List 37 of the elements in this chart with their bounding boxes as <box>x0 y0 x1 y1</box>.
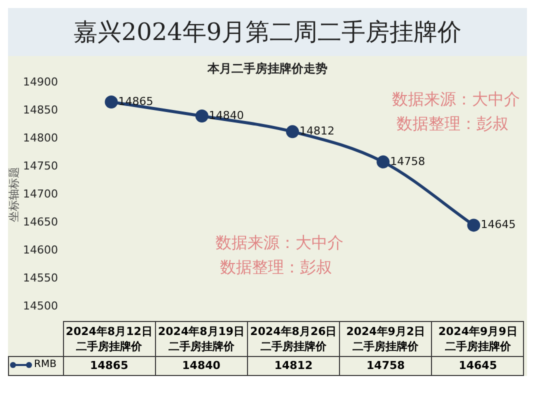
data-label: 14645 <box>480 218 516 232</box>
point <box>286 125 299 138</box>
point <box>195 110 208 122</box>
point <box>376 155 390 168</box>
x-tick-label: 2024年9月9日二手房挂牌价 <box>432 322 524 356</box>
point <box>104 96 118 108</box>
data-label: 14840 <box>208 108 244 122</box>
chart-title: 嘉兴2024年9月第二周二手房挂牌价 <box>8 8 527 56</box>
annotation: 数据整理：彭叔 <box>220 257 332 276</box>
annotation: 数据来源：大中介 <box>392 89 520 108</box>
data-label: 14758 <box>390 154 426 168</box>
x-tick-label: 2024年8月12日二手房挂牌价 <box>63 322 156 356</box>
x-tick-label: 2024年9月2日二手房挂牌价 <box>340 322 432 356</box>
text: 14645 <box>432 356 524 375</box>
y-tick-label: 14850 <box>23 103 58 116</box>
y-tick-label: 14550 <box>23 271 58 284</box>
text: 14812 <box>247 356 340 375</box>
y-tick-label: 14700 <box>23 187 58 200</box>
annotation: 数据来源：大中介 <box>215 232 344 252</box>
text: 14840 <box>155 356 248 375</box>
y-tick-label: 14600 <box>23 243 58 256</box>
x-tick-label: 2024年8月19日二手房挂牌价 <box>155 322 248 356</box>
y-tick-label: 14650 <box>23 215 58 228</box>
legend-label: RMB <box>33 359 56 370</box>
point <box>467 218 480 232</box>
y-tick-label: 14800 <box>23 131 58 144</box>
y-tick-label: 14500 <box>23 299 58 312</box>
data-label: 14865 <box>118 94 154 108</box>
text: 14865 <box>63 356 156 375</box>
data-label: 14812 <box>300 124 334 138</box>
chart-subtitle: 本月二手房挂牌价走势 <box>206 61 328 76</box>
y-axis-title: 坐标轴标题 <box>7 166 20 222</box>
x-tick-label: 2024年8月26日二手房挂牌价 <box>247 322 340 356</box>
text: 14758 <box>340 356 432 375</box>
y-tick-label: 14900 <box>23 75 58 88</box>
y-tick-label: 14750 <box>23 159 58 172</box>
annotation: 数据整理：彭叔 <box>396 114 509 134</box>
